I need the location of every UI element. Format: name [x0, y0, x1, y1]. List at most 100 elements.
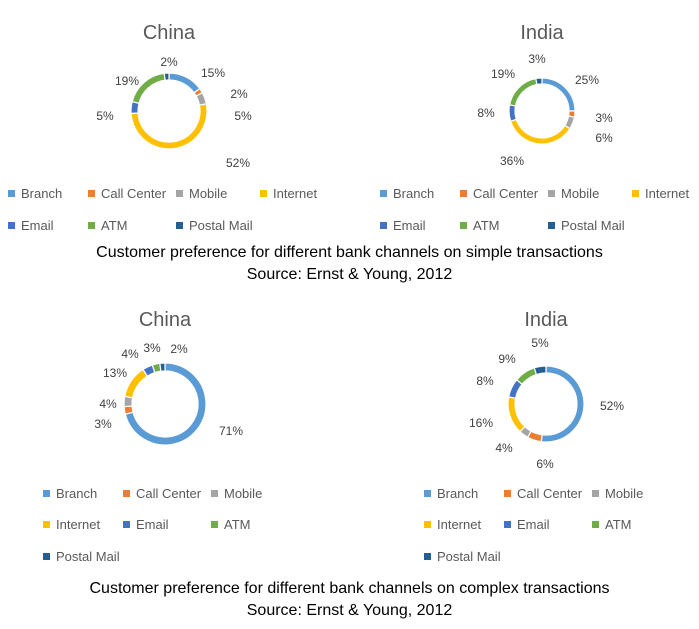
slice-postal-mail — [535, 77, 543, 86]
legend-swatch — [8, 222, 15, 229]
donut-chart-4: India 52% 6% 4%16% 8% 9% 5% Branch Call Center Mo… — [424, 309, 643, 564]
legend-label: Mobile — [561, 186, 599, 201]
caption-complex-source: Source: Ernst & Young, 2012 — [246, 602, 453, 619]
legend-swatch — [380, 190, 387, 197]
legend-swatch — [460, 190, 467, 197]
legend-swatch — [211, 490, 218, 497]
data-label: 2% — [230, 87, 248, 101]
legend-item: Call Center — [123, 486, 202, 501]
legend-swatch — [43, 490, 50, 497]
caption-simple: Customer preference for different bank c… — [0, 242, 699, 286]
legend-item: Branch — [43, 486, 97, 501]
legend-label: Postal Mail — [437, 549, 501, 564]
legend-label: Email — [393, 218, 426, 233]
legend-swatch — [504, 521, 511, 528]
legend-label: Call Center — [101, 186, 167, 201]
slice-postal-mail — [163, 72, 170, 81]
data-label: 3% — [94, 417, 112, 431]
data-label: 25% — [575, 73, 599, 87]
legend-swatch — [380, 222, 387, 229]
data-label: 4% — [495, 441, 513, 455]
legend: Branch Call Center Mobile Internet Email ATM P… — [424, 486, 643, 564]
data-label: 52% — [600, 399, 624, 413]
legend-item: Mobile — [211, 486, 262, 501]
legend-item: Email — [380, 218, 426, 233]
legend: Branch Call Center Mobile Internet Email ATM P… — [43, 486, 262, 564]
legend-item: Call Center — [504, 486, 583, 501]
legend-label: Call Center — [473, 186, 539, 201]
legend-label: Call Center — [517, 486, 583, 501]
legend-item: Mobile — [548, 186, 599, 201]
legend-item: Call Center — [88, 186, 167, 201]
legend-swatch — [88, 222, 95, 229]
legend-label: Call Center — [136, 486, 202, 501]
legend-label: ATM — [473, 218, 499, 233]
legend-label: Internet — [56, 517, 100, 532]
slice-call-center — [123, 405, 134, 415]
legend-swatch — [43, 553, 50, 560]
data-label: 71% — [219, 424, 243, 438]
donut-chart-3: China 71% 3% 4% 13% 4% 3% 2% Branch Call Center Mo… — [43, 309, 262, 564]
legend-label: Branch — [393, 186, 434, 201]
slice-internet — [509, 118, 571, 145]
caption-simple-line1: Customer preference for different bank c… — [96, 244, 603, 261]
chart-title: India — [524, 309, 568, 331]
legend-item: Postal Mail — [548, 218, 625, 233]
legend-swatch — [548, 190, 555, 197]
caption-complex: Customer preference for different bank c… — [0, 578, 699, 622]
legend-swatch — [592, 521, 599, 528]
legend-label: Email — [21, 218, 54, 233]
legend-item: Internet — [43, 517, 100, 532]
legend-swatch — [424, 521, 431, 528]
data-label: 13% — [103, 366, 127, 380]
data-label: 4% — [121, 347, 139, 361]
data-label: 8% — [476, 374, 494, 388]
legend-swatch — [176, 222, 183, 229]
slice-mobile — [195, 91, 208, 106]
legend-item: ATM — [592, 517, 631, 532]
legend-swatch — [43, 521, 50, 528]
slice-internet — [130, 103, 208, 150]
data-label: 19% — [491, 67, 515, 81]
data-label: 5% — [96, 109, 114, 123]
slice-branch — [541, 77, 576, 112]
chart-title: China — [139, 309, 192, 331]
legend-swatch — [8, 190, 15, 197]
slice-postal-mail — [159, 362, 166, 372]
legend-label: Mobile — [224, 486, 262, 501]
caption-complex-line1: Customer preference for different bank c… — [89, 580, 610, 597]
legend-item: Internet — [424, 517, 481, 532]
legend-swatch — [88, 190, 95, 197]
legend-item: Email — [8, 218, 54, 233]
data-label: 16% — [469, 416, 493, 430]
chart-title: India — [520, 22, 564, 44]
data-label: 36% — [500, 154, 524, 168]
slice-atm — [515, 367, 538, 386]
legend-swatch — [176, 190, 183, 197]
legend-swatch — [260, 190, 267, 197]
legend-item: Email — [123, 517, 169, 532]
legend-swatch — [123, 490, 130, 497]
legend: Branch Call Center Mobile Internet Email ATM P… — [380, 186, 689, 233]
legend-label: ATM — [605, 517, 631, 532]
slice-internet — [507, 396, 526, 433]
legend-label: Internet — [273, 186, 317, 201]
legend-label: Postal Mail — [189, 218, 253, 233]
data-label: 52% — [226, 156, 250, 170]
legend-item: ATM — [211, 517, 250, 532]
legend-item: Postal Mail — [176, 218, 253, 233]
data-label: 6% — [536, 457, 554, 471]
legend-label: Mobile — [189, 186, 227, 201]
legend-label: Mobile — [605, 486, 643, 501]
data-label: 2% — [160, 55, 178, 69]
legend-swatch — [504, 490, 511, 497]
slice-postal-mail — [533, 365, 547, 376]
caption-simple-source: Source: Ernst & Young, 2012 — [246, 266, 453, 283]
slice-branch — [540, 365, 585, 443]
legend-item: Email — [504, 517, 550, 532]
legend-swatch — [424, 553, 431, 560]
legend-item: ATM — [88, 218, 127, 233]
donut-chart-2: India 25% 3% 6% 36% 8% 19% 3% Branch Call Center M… — [380, 22, 689, 233]
slice-internet — [124, 368, 149, 399]
legend-label: ATM — [224, 517, 250, 532]
